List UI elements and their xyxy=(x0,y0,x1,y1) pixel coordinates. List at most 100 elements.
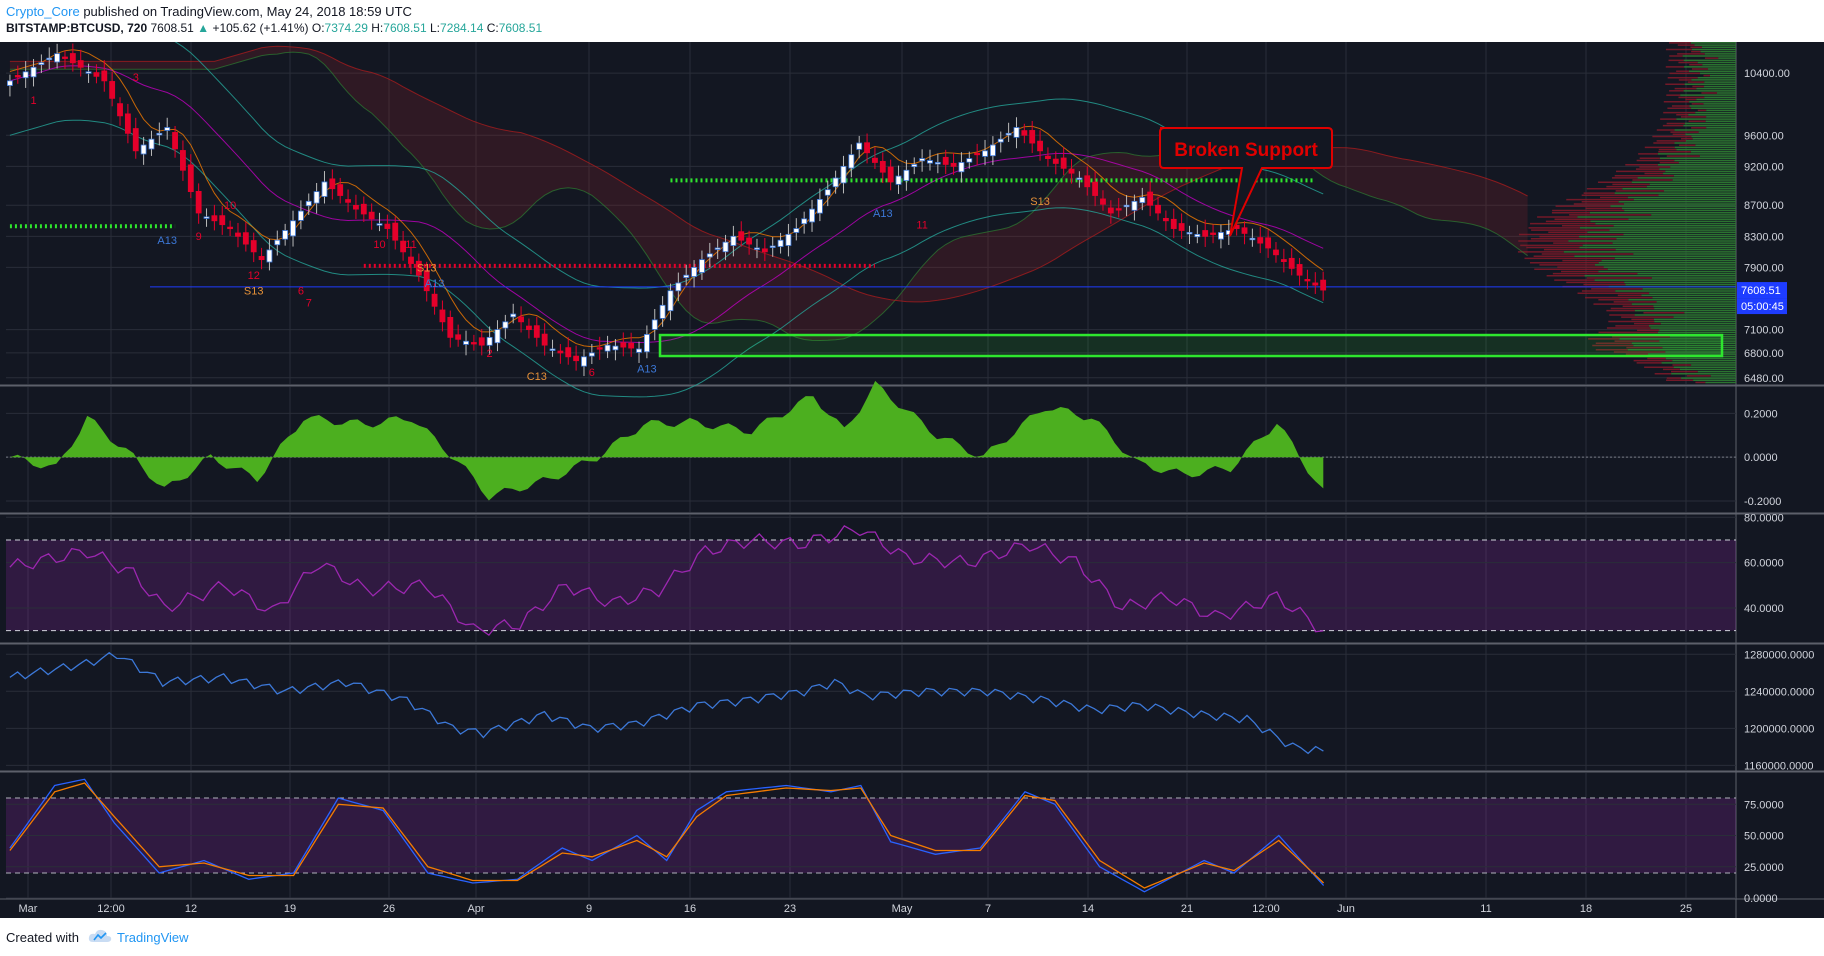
candle-up xyxy=(486,336,493,346)
sequential-marker: 6 xyxy=(589,367,595,379)
x-tick-label: 25 xyxy=(1680,903,1692,915)
macd-area xyxy=(9,380,1324,501)
x-tick-label: 9 xyxy=(586,903,592,915)
candle-up xyxy=(1013,127,1020,138)
candle-down xyxy=(77,60,84,68)
candle-down xyxy=(1257,237,1264,244)
candle-up xyxy=(934,162,941,165)
indicator-tick-label: 60.0000 xyxy=(1744,558,1784,570)
candle-up xyxy=(266,249,273,263)
candle-up xyxy=(1194,233,1201,238)
ohlc-line: BITSTAMP:BTCUSD, 720 7608.51 ▲ +105.62 (… xyxy=(6,21,542,35)
candle-up xyxy=(848,154,855,169)
candle-down xyxy=(1265,237,1272,249)
indicator-tick-label: 50.0000 xyxy=(1744,831,1784,843)
indicator-tick-label: 75.0000 xyxy=(1744,799,1784,811)
candle-down xyxy=(1021,130,1028,136)
price-tick-label: 10400.00 xyxy=(1744,68,1790,80)
candle-up xyxy=(305,200,312,207)
indicator-tick-label: 0.0000 xyxy=(1744,893,1778,905)
candle-down xyxy=(1288,257,1295,269)
chart-canvas[interactable]: Mar 12:00 12 19 26 Apr 9 16 23 May 7 14 21 12:00 Jun 11… xyxy=(0,42,1824,918)
x-tick-label: Apr xyxy=(467,903,484,915)
candle-down xyxy=(1304,279,1311,282)
candle-down xyxy=(14,75,21,78)
open-value: 7374.29 xyxy=(324,21,368,35)
indicator-tick-label: 40.0000 xyxy=(1744,603,1784,615)
close-value: 7608.51 xyxy=(498,21,543,35)
candle-up xyxy=(840,165,847,184)
candle-up xyxy=(683,274,690,278)
bollinger-lower xyxy=(9,119,1324,398)
sequential-marker: 11 xyxy=(916,220,927,232)
candle-down xyxy=(879,160,886,173)
high-value: 7608.51 xyxy=(383,21,427,35)
price-tick-label: 9600.00 xyxy=(1744,130,1784,142)
candle-up xyxy=(282,230,289,240)
candle-up xyxy=(290,220,296,237)
candle-down xyxy=(557,350,564,354)
sequential-marker: 6 xyxy=(298,286,304,298)
candle-up xyxy=(612,345,619,351)
candle-down xyxy=(242,232,249,245)
candle-down xyxy=(235,232,241,237)
candle-down xyxy=(1202,230,1209,237)
x-tick-label: 12:00 xyxy=(97,903,125,915)
candle-down xyxy=(1280,259,1287,262)
ichimoku-cloud xyxy=(9,46,1528,341)
candle-down xyxy=(738,231,745,241)
candle-down xyxy=(746,237,753,245)
candle-down xyxy=(872,157,878,163)
candle-down xyxy=(337,184,344,196)
indicator-tick-label: 0.2000 xyxy=(1744,408,1778,420)
moving-average xyxy=(9,65,1324,344)
candle-up xyxy=(816,198,823,214)
stoch-k-line xyxy=(9,778,1325,893)
broken-support-callout[interactable]: Broken Support xyxy=(1159,127,1333,237)
price-tick-label: 6800.00 xyxy=(1744,348,1784,360)
candle-down xyxy=(109,81,116,99)
candle-up xyxy=(297,210,304,221)
candle-up xyxy=(502,321,509,329)
candle-down xyxy=(431,293,438,307)
candle-down xyxy=(117,103,123,117)
tradingview-link[interactable]: TradingView xyxy=(117,930,189,945)
candle-down xyxy=(1029,130,1036,144)
candle-up xyxy=(1139,197,1146,204)
candle-down xyxy=(132,128,139,152)
indicator-tick-label: 80.0000 xyxy=(1744,512,1784,524)
support-zone[interactable] xyxy=(658,333,1724,358)
price-tick-label: 6480.00 xyxy=(1744,373,1784,385)
price-pane[interactable]: A13 S13 S13 A13 A13 A13 S13 C13 1 3 10 12 7 10 11 2 9 6 11… xyxy=(6,42,1736,398)
candle-up xyxy=(1249,237,1256,241)
candle-down xyxy=(565,347,572,358)
author-link[interactable]: Crypto_Core xyxy=(6,4,80,19)
candle-up xyxy=(1218,232,1224,240)
x-tick-label: 18 xyxy=(1580,903,1592,915)
candle-down xyxy=(478,337,485,346)
sequential-marker: 10 xyxy=(224,200,236,212)
sequential-marker: 11 xyxy=(405,239,416,251)
candle-down xyxy=(423,270,430,292)
last-price-tag xyxy=(1737,282,1787,299)
candle-up xyxy=(7,80,13,86)
candle-up xyxy=(919,158,926,162)
candle-down xyxy=(195,191,202,214)
candle-up xyxy=(699,259,705,273)
candle-up xyxy=(494,329,501,344)
candle-up xyxy=(549,348,556,351)
candle-up xyxy=(793,228,800,233)
candle-up xyxy=(588,352,595,357)
x-tick-label: 23 xyxy=(784,903,796,915)
candle-up xyxy=(997,138,1004,143)
candle-up xyxy=(651,319,658,330)
candle-up xyxy=(38,62,45,65)
candle-up xyxy=(636,348,642,353)
chart-header: Crypto_Core published on TradingView.com… xyxy=(0,0,1824,42)
candle-up xyxy=(376,223,383,226)
candle-up xyxy=(832,177,839,188)
volume-profile xyxy=(1517,42,1736,384)
sequential-marker: A13 xyxy=(873,208,893,220)
candle-down xyxy=(1210,232,1216,235)
candle-down xyxy=(384,223,391,229)
